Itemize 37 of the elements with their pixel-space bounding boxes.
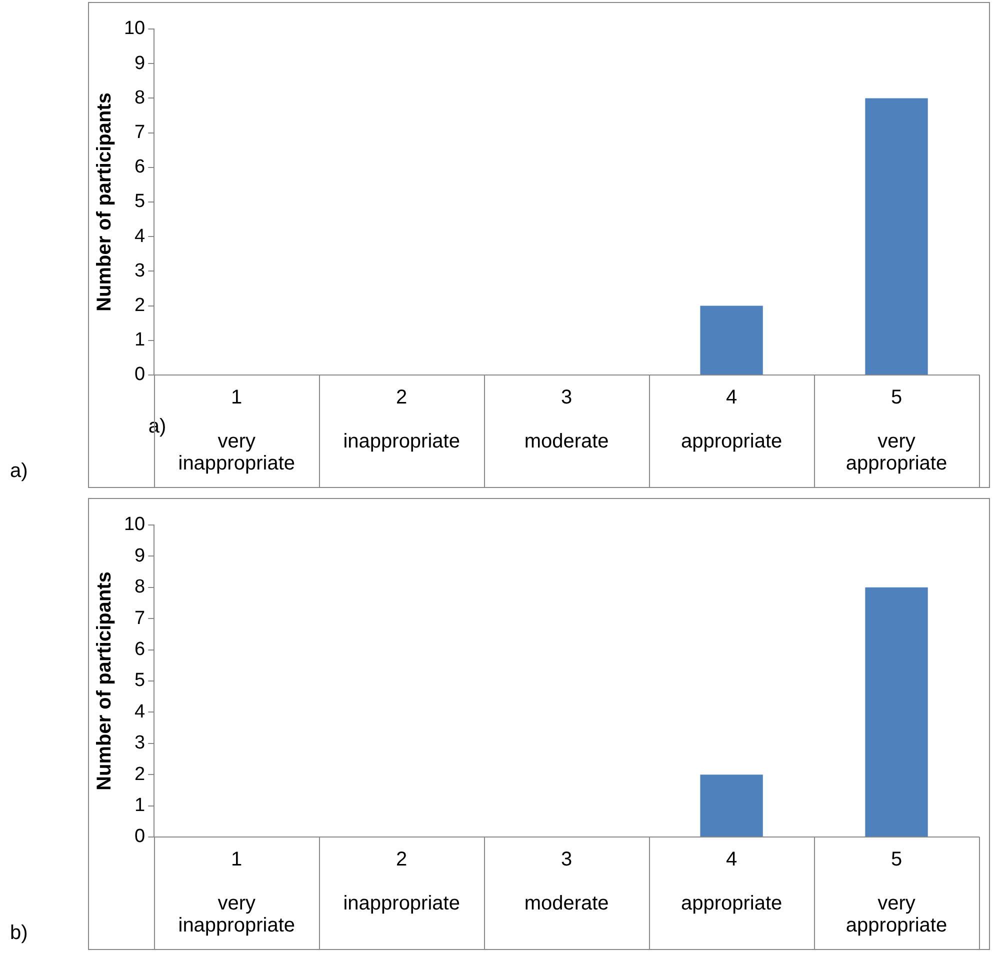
y-tick-label: 7 xyxy=(134,608,146,629)
text: a) xyxy=(148,416,166,438)
y-tick-label: 2 xyxy=(134,764,146,785)
y-tick-label: 7 xyxy=(134,122,146,144)
y-tick-label: 8 xyxy=(134,576,146,598)
y-tick-label: 8 xyxy=(134,87,146,108)
x-tick-label: 4 appropriate xyxy=(680,848,782,915)
x-tick-label: 5 very appropriate xyxy=(846,848,948,937)
y-tick-label: 9 xyxy=(134,545,146,566)
x-tick-label: 3 moderate xyxy=(524,848,609,915)
y-tick-label: 10 xyxy=(124,18,146,40)
y-tick-label: 1 xyxy=(134,795,146,816)
y-tick-label: 5 xyxy=(134,191,146,212)
text: b) xyxy=(10,922,28,945)
x-tick-label: 2 inappropriate xyxy=(343,386,460,453)
y-tick-label: 9 xyxy=(134,52,146,74)
y-axis-title: Number of participants xyxy=(94,92,116,312)
y-tick-label: 10 xyxy=(124,514,146,536)
y-tick-label: 5 xyxy=(134,670,146,692)
x-tick-label: 1 very inappropriate xyxy=(178,848,295,937)
x-tick-label: 4 appropriate xyxy=(680,386,782,453)
x-tick-label: 1 very inappropriate xyxy=(178,386,295,475)
y-tick-label: 3 xyxy=(134,260,146,282)
y-axis-title: Number of participants xyxy=(94,572,116,790)
x-tick-label: 2 inappropriate xyxy=(343,848,460,915)
text: a) xyxy=(10,460,28,483)
y-tick-label: 3 xyxy=(134,732,146,754)
y-tick-label: 6 xyxy=(134,639,146,660)
x-tick-label: 5 very appropriate xyxy=(846,386,948,475)
y-tick-label: 4 xyxy=(134,701,146,722)
y-tick-label: 4 xyxy=(134,226,146,247)
y-tick-label: 0 xyxy=(134,826,146,848)
x-tick-label: 3 moderate xyxy=(524,386,609,453)
y-tick-label: 6 xyxy=(134,156,146,178)
y-tick-label: 0 xyxy=(134,364,146,386)
y-tick-label: 1 xyxy=(134,330,146,351)
y-tick-label: 2 xyxy=(134,295,146,316)
